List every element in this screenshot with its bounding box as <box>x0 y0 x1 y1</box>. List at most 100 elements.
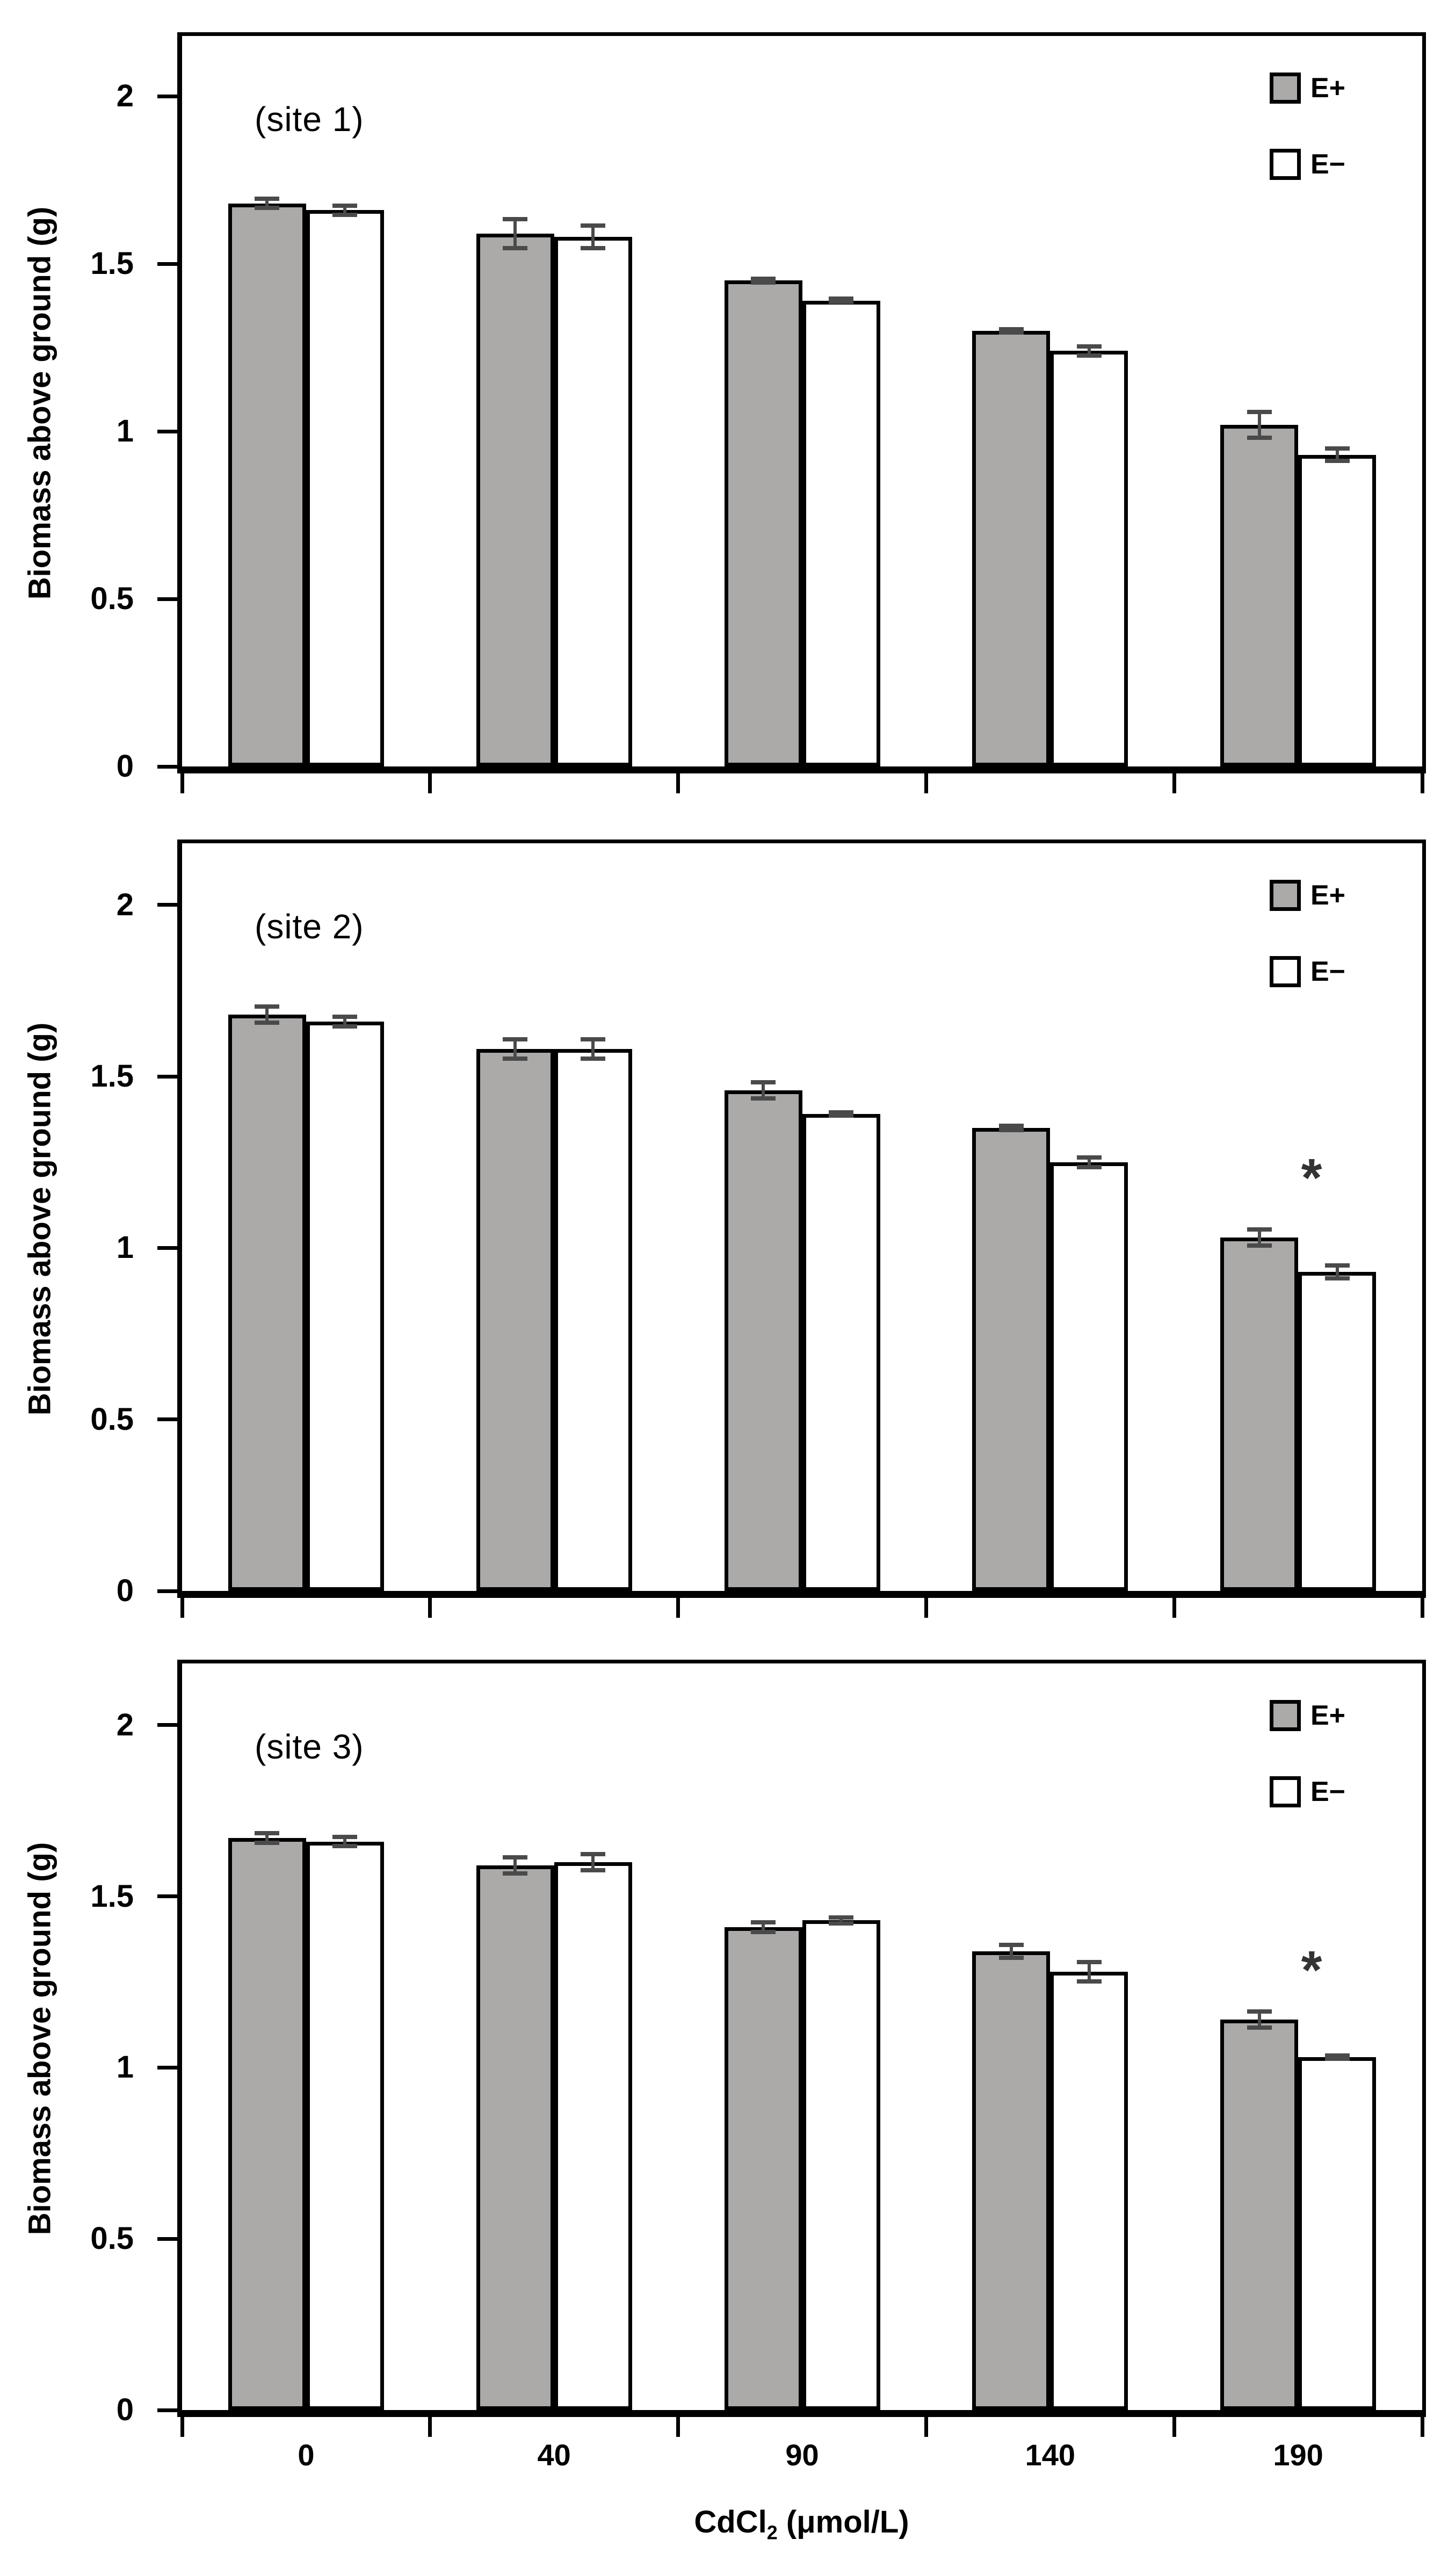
x-tick <box>924 1598 928 1618</box>
y-tick-label: 2 <box>116 1707 134 1742</box>
error-bar-cap-top <box>581 1037 606 1041</box>
legend-swatch-e-minus <box>1270 149 1301 180</box>
bar-e-minus-group-3 <box>1050 351 1128 766</box>
error-bar-e-minus-group-0 <box>332 1015 358 1029</box>
x-tick <box>1172 2417 1176 2437</box>
y-tick <box>157 1074 177 1079</box>
error-bar-cap-bottom <box>332 1024 358 1029</box>
error-bar-cap-bottom <box>581 246 606 251</box>
y-tick-label: 0 <box>116 2392 134 2427</box>
bar-e-plus-group-0 <box>228 1838 306 2410</box>
bar-e-minus-group-0 <box>306 1022 384 1591</box>
error-bar-stem <box>265 197 269 211</box>
error-bar-cap-bottom <box>581 1057 606 1061</box>
bar-e-minus-group-4 <box>1298 1272 1377 1591</box>
error-bar-cap-top <box>1324 446 1350 451</box>
error-bar-e-minus-group-2 <box>829 1915 853 1926</box>
legend-label-e-plus: E+ <box>1310 73 1346 104</box>
error-bar-cap-top <box>255 197 280 201</box>
y-tick-label: 0 <box>116 749 134 784</box>
error-bar-cap-bottom <box>998 1955 1024 1960</box>
y-tick-label: 1.5 <box>90 1878 134 1914</box>
error-bar-e-minus-group-4 <box>1324 1263 1350 1281</box>
bar-e-minus-group-3 <box>1050 1971 1128 2410</box>
y-axis-label-site-2: Biomass above ground (g) <box>8 840 72 1598</box>
x-tick <box>924 773 928 793</box>
error-bar-cap-bottom <box>503 1057 528 1061</box>
error-bar-cap-top <box>255 1831 280 1836</box>
error-bar-cap-bottom <box>829 1113 853 1118</box>
error-bar-cap-top <box>1324 1263 1350 1268</box>
x-tick-label: 90 <box>785 2438 819 2472</box>
bar-e-minus-group-0 <box>306 210 384 766</box>
error-bar-cap-bottom <box>751 1929 776 1934</box>
error-bar-e-plus-group-3 <box>998 327 1024 335</box>
error-bar-e-minus-group-3 <box>1076 1155 1102 1169</box>
bar-e-minus-group-2 <box>802 300 880 766</box>
error-bar-cap-top <box>503 1855 528 1860</box>
error-bar-cap-bottom <box>503 1871 528 1876</box>
x-tick <box>1420 1598 1424 1618</box>
x-tick <box>1172 1598 1176 1618</box>
x-tick-labels-row: 0 40 90 140 190 <box>0 2437 1441 2480</box>
error-bar-cap-bottom <box>255 1840 280 1845</box>
x-axis-title: CdCl2 (μmol/L) <box>177 2504 1426 2544</box>
bar-e-plus-group-4 <box>1220 2020 1299 2410</box>
y-tick <box>157 1246 177 1250</box>
error-bar-e-minus-group-0 <box>332 1834 358 1849</box>
error-bar-cap-top <box>332 1834 358 1839</box>
error-bar-e-minus-group-4 <box>1324 2053 1350 2061</box>
y-tick <box>157 1417 177 1422</box>
y-axis-label-site-3: Biomass above ground (g) <box>8 1660 72 2417</box>
y-tick-label: 1 <box>116 2050 134 2085</box>
bar-e-minus-group-4 <box>1298 454 1377 766</box>
error-bar-cap-top <box>829 296 853 301</box>
error-bar-cap-top <box>332 203 358 208</box>
error-bar-cap-bottom <box>1076 1979 1102 1984</box>
error-bar-cap-bottom <box>1247 2025 1272 2030</box>
bar-e-minus-group-2 <box>802 1114 880 1591</box>
error-bar-cap-top <box>1076 1959 1102 1964</box>
y-tick-label: 0.5 <box>90 581 134 617</box>
y-tick-label: 1.5 <box>90 246 134 281</box>
x-tick <box>1420 773 1424 793</box>
error-bar-cap-bottom <box>581 1868 606 1872</box>
error-bar-e-minus-group-0 <box>332 203 358 217</box>
error-bar-cap-top <box>1076 1155 1102 1160</box>
error-bar-cap-bottom <box>332 212 358 217</box>
error-bar-stem <box>839 1915 843 1926</box>
error-bar-e-plus-group-2 <box>751 276 776 285</box>
chart-panel-site-1: (site 1) E+ E− 2 1.5 1 0.5 0 <box>90 32 1426 793</box>
bar-e-plus-group-1 <box>476 234 554 766</box>
error-bar-cap-bottom <box>255 206 280 211</box>
y-tick-label: 0 <box>116 1573 134 1608</box>
y-tick <box>157 2065 177 2070</box>
error-bar-stem <box>343 203 347 217</box>
x-tick <box>676 2417 680 2437</box>
x-tick-label: 140 <box>1025 2438 1076 2472</box>
y-tick <box>157 429 177 433</box>
error-bar-stem <box>591 1851 595 1872</box>
error-bar-stem <box>1257 2009 1261 2030</box>
error-bar-cap-top <box>581 223 606 228</box>
error-bar-cap-bottom <box>829 1921 853 1926</box>
error-bar-stem <box>513 216 517 251</box>
error-bar-e-minus-group-3 <box>1076 344 1102 358</box>
x-tick <box>180 773 184 793</box>
error-bar-cap-bottom <box>332 1844 358 1849</box>
error-bar-cap-top <box>503 216 528 221</box>
x-tick <box>428 2417 432 2437</box>
error-bar-stem <box>513 1855 517 1876</box>
bar-e-plus-group-3 <box>972 1951 1051 2410</box>
legend-swatch-e-plus <box>1270 1700 1301 1731</box>
error-bar-stem <box>591 223 595 251</box>
error-bar-cap-top <box>1247 409 1272 414</box>
bar-e-plus-group-2 <box>724 1927 802 2410</box>
legend-label-e-minus: E− <box>1310 956 1346 987</box>
error-bar-cap-bottom <box>1247 435 1272 440</box>
error-bar-stem <box>1087 1155 1091 1169</box>
error-bar-cap-bottom <box>998 1127 1024 1132</box>
error-bar-cap-top <box>998 1124 1024 1128</box>
y-tick-label: 1 <box>116 1230 134 1265</box>
